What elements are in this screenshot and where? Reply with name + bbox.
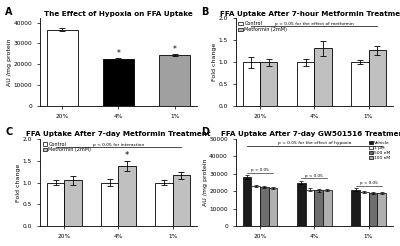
- Bar: [323, 190, 332, 226]
- Bar: [368, 50, 386, 106]
- Bar: [314, 190, 323, 226]
- Title: FFA Uptake After 7-day GW501516 Treatment: FFA Uptake After 7-day GW501516 Treatmen…: [221, 131, 400, 137]
- Text: B: B: [201, 7, 208, 17]
- Text: A: A: [5, 7, 12, 17]
- Bar: [155, 183, 173, 226]
- Bar: [101, 183, 118, 226]
- Title: FFA Uptake After 7-hour Metformin Treatment: FFA Uptake After 7-hour Metformin Treatm…: [220, 11, 400, 17]
- Bar: [103, 59, 134, 106]
- Text: p < 0.05: p < 0.05: [306, 174, 323, 178]
- Legend: Control, Metformin (2mM): Control, Metformin (2mM): [42, 141, 92, 153]
- Bar: [47, 30, 78, 106]
- Text: p < 0.05: p < 0.05: [360, 182, 378, 185]
- Text: D: D: [201, 127, 209, 137]
- Text: p < 0.05 for interaction: p < 0.05 for interaction: [93, 143, 144, 147]
- Bar: [64, 180, 82, 226]
- Bar: [351, 189, 360, 226]
- Bar: [243, 177, 251, 226]
- Bar: [159, 55, 190, 106]
- Text: p < 0.05 for the effect of metformin: p < 0.05 for the effect of metformin: [275, 22, 354, 26]
- Text: C: C: [5, 127, 12, 137]
- Bar: [173, 175, 190, 226]
- Text: p < 0.05: p < 0.05: [251, 168, 269, 172]
- Text: *: *: [116, 49, 120, 59]
- Bar: [351, 62, 368, 106]
- Bar: [377, 193, 386, 226]
- Bar: [47, 183, 64, 226]
- Title: FFA Uptake After 7-day Metformin Treatment: FFA Uptake After 7-day Metformin Treatme…: [26, 131, 211, 137]
- Bar: [297, 183, 306, 226]
- Text: p < 0.05 for the effect of hypoxia: p < 0.05 for the effect of hypoxia: [278, 141, 351, 145]
- Text: *: *: [125, 151, 129, 160]
- Legend: Control, Metformin (2mM): Control, Metformin (2mM): [238, 21, 288, 32]
- Bar: [260, 187, 269, 226]
- Bar: [297, 62, 314, 106]
- Y-axis label: AU /mg protein: AU /mg protein: [203, 159, 208, 206]
- Bar: [269, 188, 278, 226]
- Bar: [306, 189, 314, 226]
- Bar: [251, 186, 260, 226]
- Bar: [118, 166, 136, 226]
- Bar: [368, 193, 377, 226]
- Text: *: *: [173, 45, 176, 54]
- Y-axis label: Fold change: Fold change: [16, 163, 21, 202]
- Bar: [243, 62, 260, 106]
- Bar: [314, 48, 332, 106]
- Legend: Vehicle, 1 μM, 500 nM, 100 nM: Vehicle, 1 μM, 500 nM, 100 nM: [368, 141, 391, 160]
- Y-axis label: AU /mg protein: AU /mg protein: [7, 39, 12, 86]
- Bar: [360, 192, 368, 226]
- Bar: [260, 62, 278, 106]
- Title: The Effect of Hypoxia on FFA Uptake: The Effect of Hypoxia on FFA Uptake: [44, 11, 193, 17]
- Y-axis label: Fold change: Fold change: [212, 43, 217, 81]
